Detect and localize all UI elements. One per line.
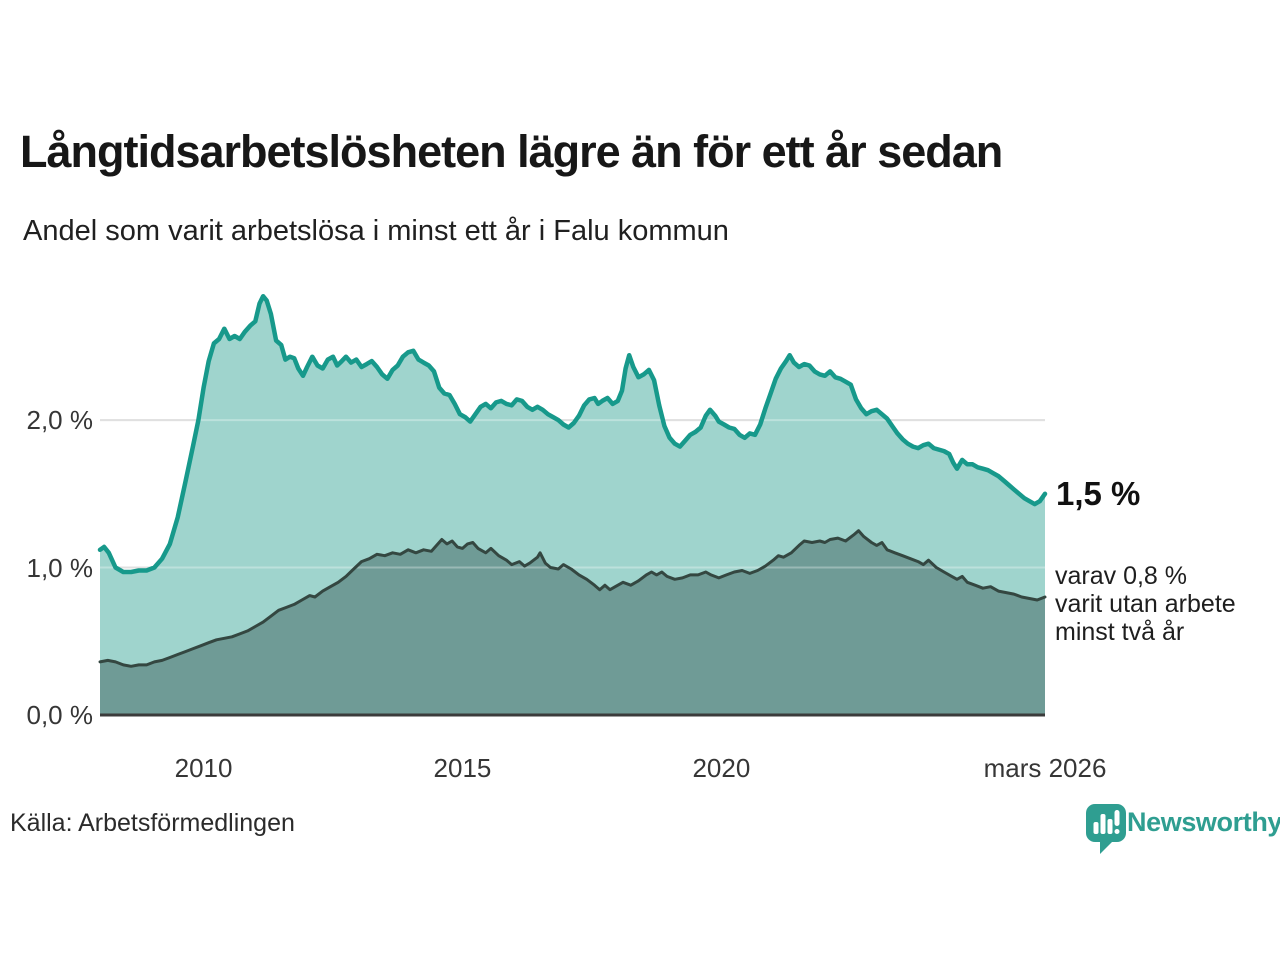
- chart-subtitle: Andel som varit arbetslösa i minst ett å…: [23, 215, 729, 247]
- y-tick-label: 0,0 %: [26, 700, 94, 730]
- logo-bar-2: [1100, 814, 1106, 834]
- line-two-years: [98, 529, 1047, 668]
- logo-exclamation-bar: [1114, 810, 1120, 826]
- secondary-value-annotation: varav 0,8 % varit utan arbete minst två …: [1055, 562, 1236, 646]
- logo-bubble: [1086, 804, 1126, 854]
- logo-bar-1: [1093, 822, 1099, 834]
- newsworthy-logo-icon: [1086, 804, 1126, 854]
- x-tick-label: 2020: [692, 753, 751, 783]
- brand-wordmark: Newsworthy: [1127, 807, 1280, 837]
- secondary-annotation-line: varav 0,8 %: [1055, 562, 1188, 591]
- secondary-annotation-line: varit utan arbete: [1055, 590, 1236, 619]
- y-tick-label: 1,0 %: [26, 552, 94, 583]
- secondary-annotation-line: minst två år: [1055, 618, 1185, 647]
- x-tick-label: mars 2026: [983, 753, 1107, 783]
- y-tick-label: 2,0 %: [26, 405, 94, 436]
- area-two-years: [100, 530, 1045, 715]
- logo-bar-3: [1107, 819, 1113, 834]
- x-tick-label: 2015: [433, 753, 492, 783]
- chart-title: Långtidsarbetslösheten lägre än för ett …: [20, 126, 1003, 177]
- line-total: [97, 293, 1048, 575]
- logo-exclamation-dot: [1114, 829, 1120, 834]
- latest-value-annotation: 1,5 %: [1056, 474, 1141, 512]
- x-tick-label: 2010: [174, 753, 233, 783]
- source-attribution: Källa: Arbetsförmedlingen: [10, 809, 295, 837]
